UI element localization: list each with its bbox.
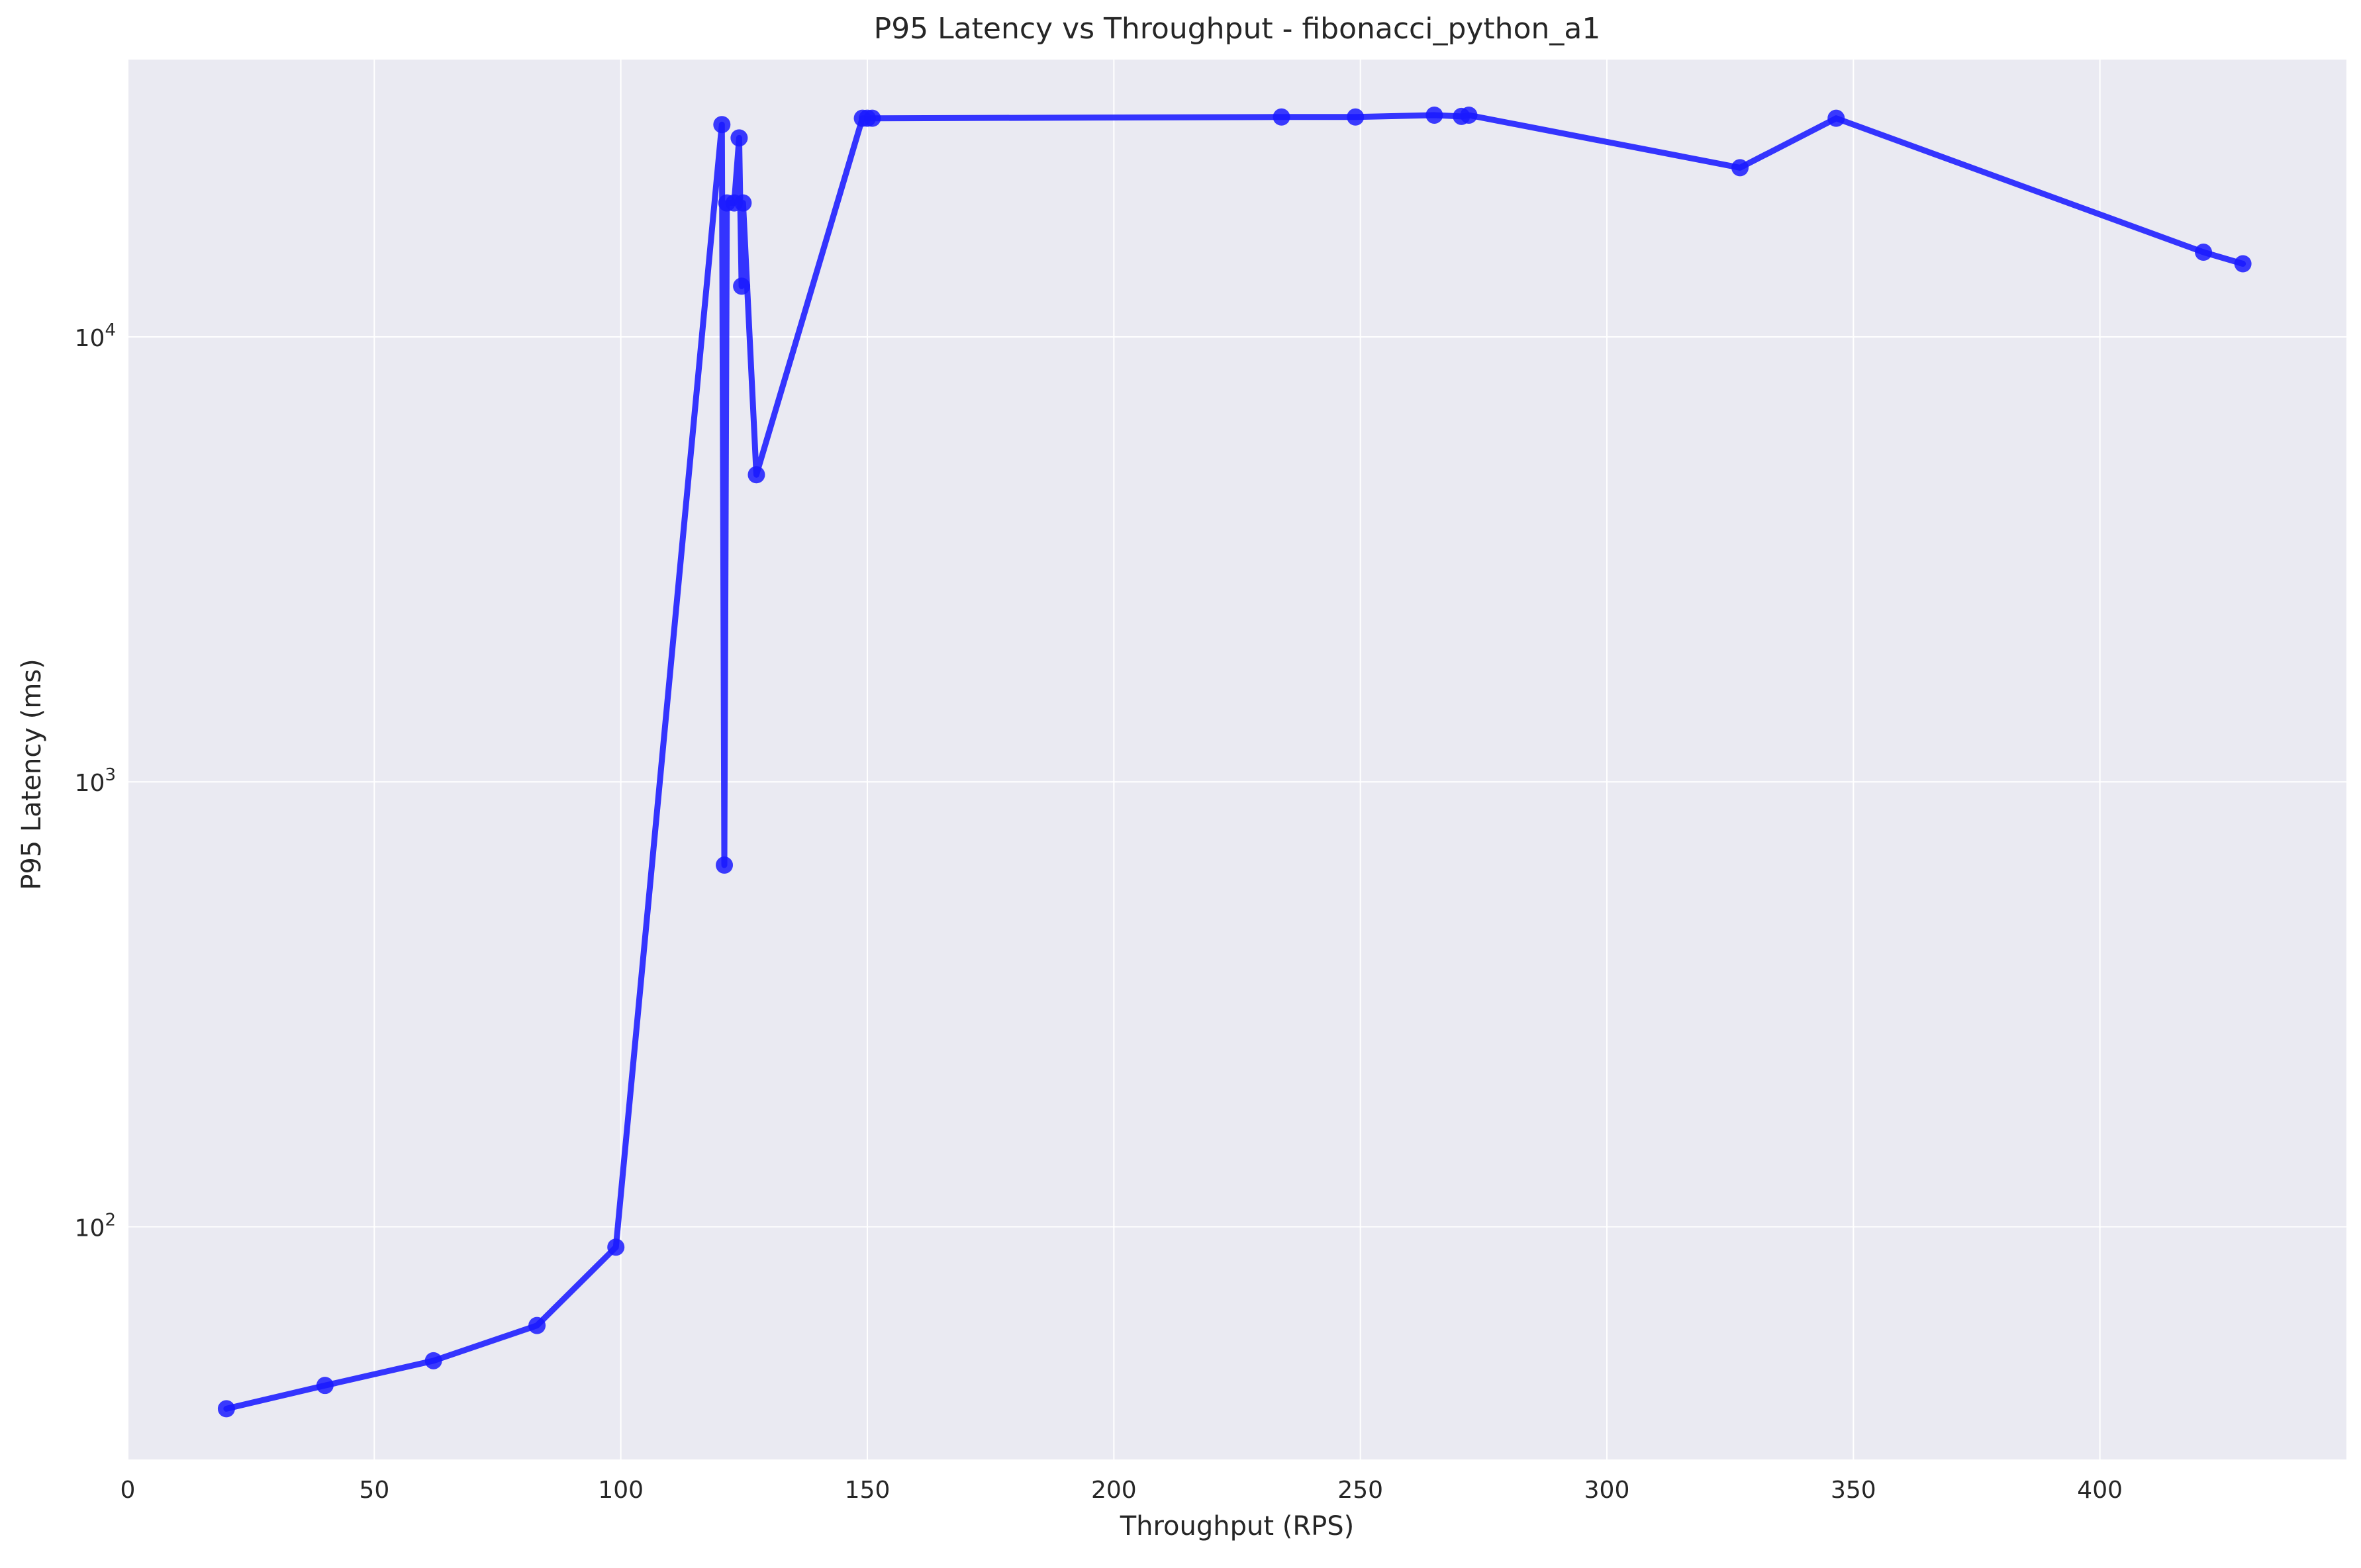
data-point	[316, 1377, 334, 1395]
data-point	[730, 129, 748, 147]
data-point	[863, 109, 881, 127]
data-point	[1273, 108, 1290, 126]
data-point	[607, 1238, 625, 1256]
y-tick-exponent: 4	[105, 320, 116, 340]
x-tick-label: 300	[1584, 1477, 1630, 1504]
x-axis-label: Throughput (RPS)	[1120, 1511, 1355, 1542]
data-point	[1460, 106, 1478, 124]
data-point	[734, 194, 752, 212]
data-point	[2195, 244, 2213, 261]
y-tick-base: 10	[75, 1215, 105, 1242]
y-tick-base: 10	[75, 325, 105, 352]
data-point	[1425, 106, 1443, 124]
chart-title: P95 Latency vs Throughput - fibonacci_py…	[873, 12, 1601, 46]
x-tick-label: 400	[2077, 1477, 2123, 1504]
data-point	[2234, 255, 2252, 273]
data-point	[1731, 159, 1749, 177]
plot-background	[128, 60, 2346, 1459]
data-point	[747, 466, 765, 484]
x-tick-label: 200	[1091, 1477, 1137, 1504]
y-tick-label: 103	[75, 765, 116, 797]
data-point	[217, 1400, 235, 1418]
y-axis-label: P95 Latency (ms)	[17, 659, 47, 890]
x-tick-label: 0	[120, 1477, 136, 1504]
y-tick-exponent: 3	[105, 765, 116, 785]
y-tick-label: 104	[75, 320, 116, 352]
data-point	[1347, 108, 1365, 126]
data-point	[424, 1352, 442, 1369]
data-point	[1827, 109, 1845, 127]
data-point	[713, 116, 731, 134]
data-point	[528, 1316, 546, 1334]
data-point	[716, 856, 734, 874]
data-point	[733, 277, 751, 295]
y-tick-base: 10	[75, 770, 105, 797]
x-tick-label: 50	[359, 1477, 389, 1504]
x-tick-label: 150	[845, 1477, 891, 1504]
x-tick-label: 250	[1337, 1477, 1383, 1504]
x-tick-label: 350	[1831, 1477, 1876, 1504]
y-tick-exponent: 2	[105, 1210, 116, 1230]
x-tick-label: 100	[598, 1477, 644, 1504]
y-tick-label: 102	[75, 1210, 116, 1242]
